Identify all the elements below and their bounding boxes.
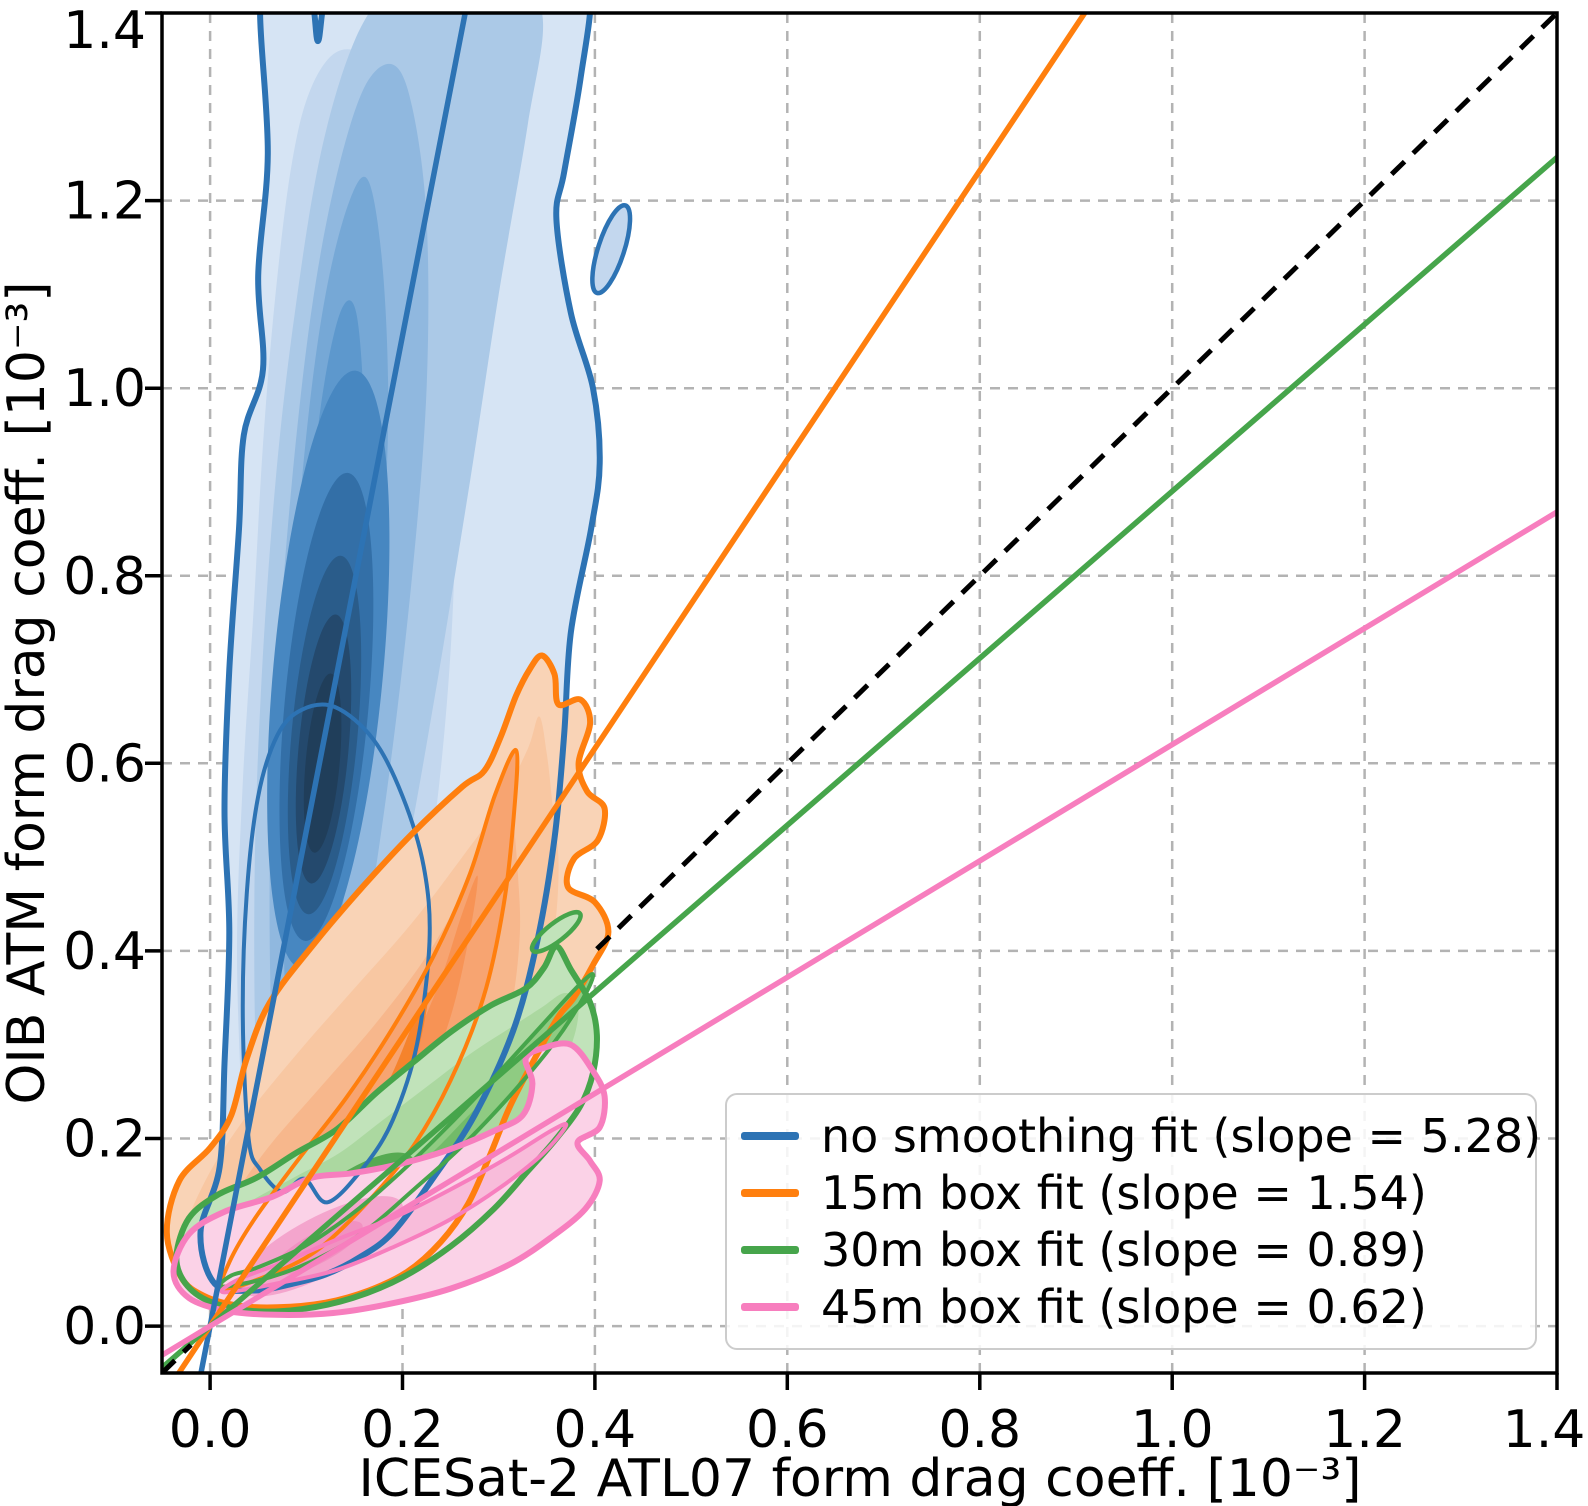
x-tick-label: 1.4 bbox=[1503, 1400, 1586, 1460]
one-to-one-dashed-line bbox=[162, 13, 1557, 1373]
legend-item-no-smoothing: no smoothing fit (slope = 5.28) bbox=[741, 1113, 1541, 1159]
x-tick-label: 0.8 bbox=[938, 1400, 1021, 1460]
fit-line-box-45m bbox=[162, 509, 1557, 1358]
legend-item-45m-box: 45m box fit (slope = 0.62) bbox=[741, 1284, 1525, 1330]
y-axis-label: OIB ATM form drag coeff. [10⁻³] bbox=[0, 281, 57, 1104]
box-45m-density-contour-line bbox=[219, 1121, 569, 1295]
legend-label-30m-box: 30m box fit (slope = 0.89) bbox=[821, 1223, 1427, 1278]
x-tick-label: 1.0 bbox=[1131, 1400, 1214, 1460]
y-tick-label: 0.8 bbox=[63, 547, 146, 607]
y-tick-label: 1.2 bbox=[63, 172, 146, 232]
no-smoothing-density-fill-core bbox=[592, 205, 631, 294]
fit-lines bbox=[162, 13, 1557, 1373]
legend-label-no-smoothing: no smoothing fit (slope = 5.28) bbox=[821, 1108, 1542, 1163]
box-30m-density-fill-core bbox=[532, 912, 581, 952]
fit-line-no-smoothing bbox=[198, 13, 468, 1373]
legend-line-sample-no-smoothing bbox=[741, 1131, 799, 1140]
box-30m-density-contour-line bbox=[529, 909, 583, 955]
no-smoothing-density-contour-line bbox=[240, 702, 432, 1205]
y-tick-label: 0.0 bbox=[63, 1297, 146, 1357]
legend-line-sample-30m-box bbox=[741, 1246, 799, 1255]
x-tick-label: 0.2 bbox=[361, 1400, 444, 1460]
x-tick-label: 0.6 bbox=[746, 1400, 829, 1460]
y-tick-label: 0.4 bbox=[63, 922, 146, 982]
axes: 0.0 0.2 0.4 0.6 0.8 1.0 1.2 1.4 0.0 0.2 0.4 0.6 0.8 1… bbox=[63, 1, 1585, 1460]
legend-item-15m-box: 15m box fit (slope = 1.54) bbox=[741, 1170, 1525, 1216]
y-tick-label: 1.4 bbox=[63, 1, 146, 61]
box-30m-density-contour-line bbox=[173, 943, 600, 1315]
fit-line-box-30m bbox=[162, 154, 1557, 1371]
x-tick-label: 0.4 bbox=[554, 1400, 637, 1460]
plot-border bbox=[160, 11, 1559, 1375]
fit-line-box-15m bbox=[175, 13, 1088, 1373]
legend-label-15m-box: 15m box fit (slope = 1.54) bbox=[821, 1165, 1427, 1220]
identity-line-segment bbox=[162, 1343, 193, 1373]
no-smoothing-density-contour-line bbox=[590, 203, 633, 296]
legend-line-sample-15m-box bbox=[741, 1188, 799, 1197]
x-axis-label: ICESat-2 ATL07 form drag coeff. [10⁻³] bbox=[359, 1449, 1362, 1506]
legend-line-sample-45m-box bbox=[741, 1303, 799, 1312]
legend: no smoothing fit (slope = 5.28) 15m box … bbox=[725, 1093, 1541, 1350]
no-smoothing-density-contour-line bbox=[197, 13, 603, 1294]
x-tick-label: 0.0 bbox=[169, 1400, 252, 1460]
identity-line-segment bbox=[595, 13, 1557, 951]
y-tick-label: 0.6 bbox=[63, 734, 146, 794]
legend-label-45m-box: 45m box fit (slope = 0.62) bbox=[821, 1280, 1427, 1335]
y-tick-label: 0.2 bbox=[63, 1110, 146, 1170]
x-tick-label: 1.2 bbox=[1323, 1400, 1406, 1460]
y-tick-label: 1.0 bbox=[63, 359, 146, 419]
box-45m-density-contour-line bbox=[170, 1040, 608, 1318]
legend-item-30m-box: 30m box fit (slope = 0.89) bbox=[741, 1227, 1525, 1273]
